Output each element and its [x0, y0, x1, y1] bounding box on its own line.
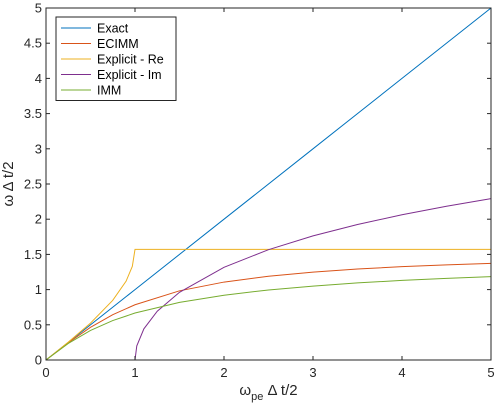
x-tick-label: 0 [42, 365, 49, 380]
series-line-imm [45, 276, 492, 361]
y-tick-label: 4.5 [24, 36, 42, 51]
y-axis-label: ω Δ t/2 [0, 161, 17, 206]
y-tick-label: 5 [35, 1, 42, 16]
series-line-explicit-im [46, 198, 492, 361]
x-axis-label-main: ω [239, 382, 251, 399]
x-axis-label: ωpe Δ t/2 [239, 382, 297, 403]
y-tick-label: 4 [35, 71, 42, 86]
y-tick-label: 1 [35, 282, 42, 297]
legend-label-imm: IMM [97, 84, 121, 98]
x-tick-label: 1 [131, 365, 138, 380]
legend-label-explicit-re: Explicit - Re [97, 53, 164, 67]
series-line-explicit-re [45, 248, 491, 361]
y-tick-label: 1.5 [24, 247, 42, 262]
x-tick-label: 4 [398, 365, 405, 380]
y-tick-label: 2.5 [24, 177, 42, 192]
x-axis-label-rest: Δ t/2 [263, 382, 297, 399]
x-tick-label: 5 [487, 365, 494, 380]
y-tick-label: 0.5 [24, 317, 42, 332]
legend-label-ecimm: ECIMM [97, 37, 139, 51]
series-line-exact [45, 7, 492, 361]
x-tick-label: 2 [220, 365, 227, 380]
y-tick-label: 2 [35, 212, 42, 227]
series-line-ecimm [45, 262, 492, 361]
y-tick-label: 3.5 [24, 106, 42, 121]
y-tick-label: 3 [35, 141, 42, 156]
x-axis-label-subscript: pe [251, 391, 263, 403]
axis-ticks: 0 1 2 3 4 5 0 0.5 1 1.5 2 2.5 3 3.5 4 4.5 5 [24, 1, 495, 381]
y-tick-label: 0 [35, 353, 42, 368]
x-tick-label: 3 [309, 365, 316, 380]
legend-label-exact: Exact [97, 22, 129, 36]
legend-label-explicit-im: Explicit - Im [97, 68, 162, 82]
series-layer [45, 7, 492, 361]
